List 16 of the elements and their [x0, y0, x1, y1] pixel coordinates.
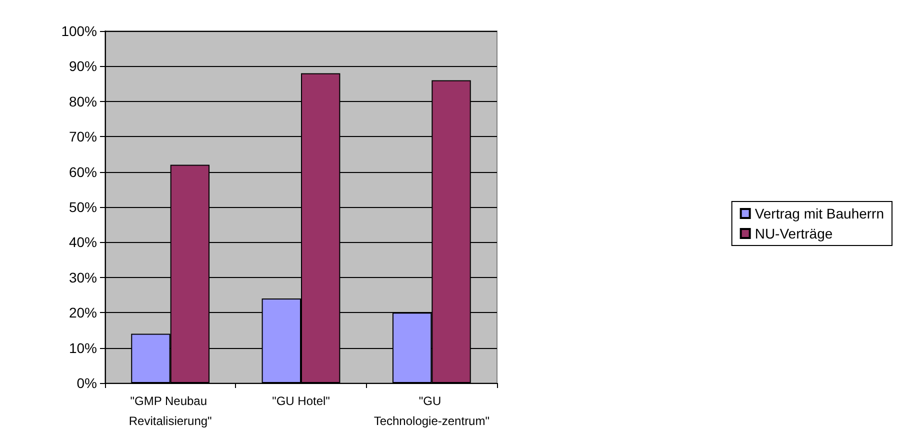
y-tick-label: 50% [68, 199, 97, 215]
y-tick-label: 0% [76, 375, 97, 391]
legend-label: NU-Verträge [754, 226, 833, 242]
y-tick-label: 10% [68, 340, 97, 356]
x-tick-label: "GU Hotel" [272, 394, 330, 408]
y-tick-label: 20% [68, 304, 97, 321]
y-tick-label: 40% [68, 234, 97, 250]
y-tick-label: 70% [68, 128, 97, 145]
x-tick-label: "GU Technologie-zentrum" [374, 394, 490, 428]
x-tick-label: "GMP Neubau Revitalisierung" [128, 394, 212, 428]
y-tick-label: 60% [68, 164, 97, 180]
y-tick-label: 80% [68, 93, 97, 110]
y-tick-label: 90% [68, 58, 97, 74]
legend-label: Vertrag mit Bauherrn [754, 206, 884, 222]
y-tick-label: 100% [61, 23, 97, 39]
y-tick-label: 30% [68, 269, 97, 286]
